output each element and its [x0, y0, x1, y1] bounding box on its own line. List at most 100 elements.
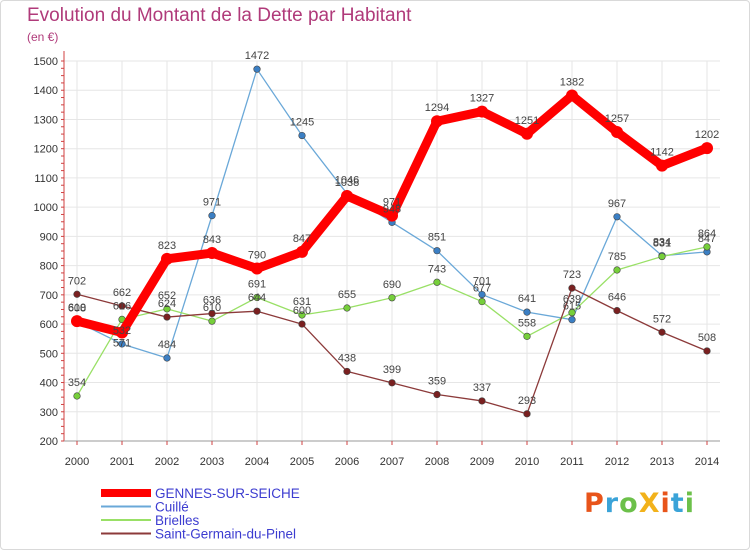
data-label: 616: [113, 300, 131, 312]
data-label: 1294: [425, 102, 449, 114]
x-tick-label: 2013: [650, 456, 674, 468]
data-label: 624: [158, 298, 176, 310]
data-label: 971: [203, 197, 221, 209]
y-tick-label: 900: [40, 231, 58, 243]
data-label: 610: [68, 302, 86, 314]
data-point: [386, 209, 398, 222]
data-label: 600: [293, 305, 311, 317]
data-point: [523, 410, 531, 418]
data-label: 834: [653, 237, 671, 249]
y-tick-label: 200: [40, 436, 58, 448]
data-label: 864: [698, 228, 716, 240]
data-point: [163, 313, 171, 321]
data-label: 646: [608, 292, 626, 304]
logo-letter: o: [619, 488, 639, 519]
logo-letter: i: [684, 488, 695, 519]
data-label: 823: [158, 240, 176, 252]
chart-subtitle: (en €): [27, 30, 59, 44]
data-point: [163, 305, 171, 313]
y-tick-label: 300: [40, 407, 58, 419]
y-tick-label: 1400: [34, 85, 58, 97]
data-label: 615: [563, 301, 581, 313]
data-label: 662: [113, 287, 131, 299]
data-label: 1245: [290, 117, 314, 129]
data-label: 1327: [470, 93, 494, 105]
data-point: [253, 307, 261, 315]
x-tick-label: 2003: [200, 456, 224, 468]
data-point: [433, 247, 441, 255]
data-point: [431, 115, 443, 128]
data-label: 337: [473, 382, 491, 394]
y-tick-label: 1300: [34, 114, 58, 126]
chart-title: Evolution du Montant de la Dette par Hab…: [27, 5, 412, 26]
data-point: [476, 105, 488, 118]
data-label: 702: [68, 275, 86, 287]
legend-label: GENNES-SUR-SEICHE: [155, 486, 300, 501]
data-label: 691: [248, 278, 266, 290]
x-tick-label: 2000: [65, 456, 89, 468]
x-tick-label: 2001: [110, 456, 134, 468]
data-point: [613, 213, 621, 221]
data-point: [521, 127, 533, 140]
data-label: 644: [248, 292, 266, 304]
data-label: 1257: [605, 113, 629, 125]
data-label: 293: [518, 395, 536, 407]
x-tick-label: 2007: [380, 456, 404, 468]
logo-letter: t: [670, 488, 685, 519]
data-label: 690: [383, 279, 401, 291]
data-label: 843: [203, 234, 221, 246]
data-point: [658, 328, 666, 336]
data-point: [253, 65, 261, 73]
data-label: 631: [293, 296, 311, 308]
data-label: 1251: [515, 115, 539, 127]
x-tick-label: 2004: [245, 456, 269, 468]
legend-label: Saint-Germain-du-Pinel: [155, 527, 296, 542]
data-point: [388, 294, 396, 302]
data-label: 851: [428, 232, 446, 244]
proxiti-logo: ProXiti: [584, 488, 695, 519]
x-tick-label: 2012: [605, 456, 629, 468]
data-point: [568, 316, 576, 324]
data-point: [206, 247, 218, 260]
data-point: [163, 354, 171, 362]
logo-letter: X: [638, 488, 661, 519]
y-tick-label: 800: [40, 261, 58, 273]
data-point: [568, 309, 576, 317]
data-point: [433, 390, 441, 399]
x-tick-label: 2002: [155, 456, 179, 468]
logo-letter: P: [584, 488, 605, 519]
legend-label: Cuillé: [155, 500, 189, 515]
data-label: 967: [608, 198, 626, 210]
data-label: 532: [113, 325, 131, 337]
y-tick-label: 500: [40, 348, 58, 360]
data-point: [478, 290, 486, 299]
data-point: [118, 302, 126, 310]
data-point: [658, 252, 666, 261]
x-tick-label: 2011: [560, 456, 584, 468]
data-point: [656, 159, 668, 172]
data-label: 1202: [695, 129, 719, 141]
data-point: [296, 245, 308, 258]
data-point: [611, 126, 623, 139]
data-point: [253, 293, 261, 302]
data-point: [523, 308, 531, 316]
data-label: 652: [158, 290, 176, 302]
data-point: [568, 284, 576, 292]
y-tick-label: 1100: [34, 173, 58, 185]
data-label: 677: [473, 283, 491, 295]
x-tick-label: 2009: [470, 456, 494, 468]
data-point: [341, 190, 353, 203]
data-label: 484: [158, 339, 176, 351]
data-label: 608: [68, 303, 86, 315]
data-point: [251, 262, 263, 275]
logo-letter: r: [604, 488, 620, 519]
data-label: 743: [428, 263, 446, 275]
data-point: [161, 252, 173, 265]
y-tick-label: 400: [40, 378, 58, 390]
data-label: 971: [383, 197, 401, 209]
data-label: 508: [698, 332, 716, 344]
data-label: 571: [113, 338, 131, 350]
data-point: [298, 311, 306, 319]
x-tick-label: 2005: [290, 456, 314, 468]
data-point: [613, 266, 621, 274]
